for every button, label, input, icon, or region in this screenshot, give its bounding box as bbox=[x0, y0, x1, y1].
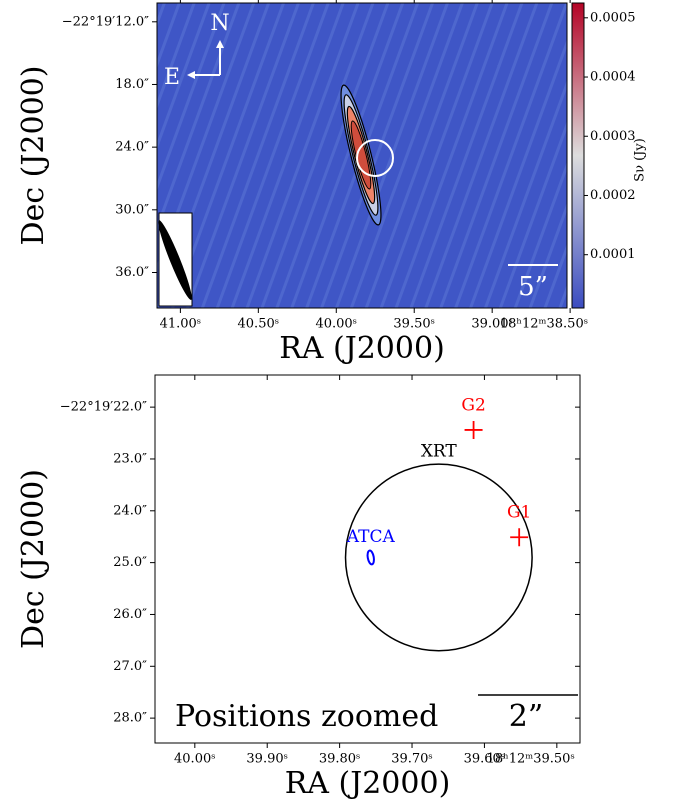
y-tick-label: 27.0″ bbox=[113, 659, 147, 674]
x-axis-label: RA (J2000) bbox=[285, 766, 451, 801]
x-tick-label: 18ʰ12ᵐ38.50ˢ bbox=[500, 317, 588, 332]
y-tick-label: 24.0″ bbox=[115, 140, 149, 155]
colorbar-tick-label: 0.0003 bbox=[590, 129, 636, 144]
galaxy-label: G1 bbox=[507, 503, 531, 523]
colorbar-tick-label: 0.0004 bbox=[590, 70, 636, 85]
y-tick-label: 30.0″ bbox=[115, 202, 149, 217]
y-axis-label: Dec (J2000) bbox=[16, 66, 51, 246]
radio-image bbox=[157, 3, 567, 308]
x-axis-label: RA (J2000) bbox=[279, 331, 445, 366]
panel-title: Positions zoomed bbox=[175, 699, 438, 734]
colorbar-tick-label: 0.0005 bbox=[590, 10, 636, 25]
galaxy-marker bbox=[464, 420, 483, 439]
y-tick-label: −22°19′22.0″ bbox=[60, 400, 147, 415]
colorbar bbox=[571, 2, 585, 309]
colorbar-tick-label: 0.0001 bbox=[590, 247, 636, 262]
y-tick-label: 24.0″ bbox=[113, 503, 147, 518]
y-tick-label: 36.0″ bbox=[115, 265, 149, 280]
x-tick-label: 39.50ˢ bbox=[393, 317, 435, 332]
xrt-label: XRT bbox=[421, 442, 458, 462]
x-tick-label: 40.00ˢ bbox=[315, 317, 357, 332]
x-tick-label: 40.50ˢ bbox=[238, 317, 280, 332]
x-tick-label: 39.70ˢ bbox=[391, 752, 433, 767]
atca-label: ATCA bbox=[346, 527, 396, 547]
colorbar-label: Sν (Jy) bbox=[633, 138, 648, 182]
galaxy-label: G2 bbox=[461, 395, 485, 415]
north-label: N bbox=[210, 11, 229, 36]
scalebar-label: 5” bbox=[518, 272, 548, 302]
y-tick-label: 23.0″ bbox=[113, 451, 147, 466]
y-tick-label: −22°19′12.0″ bbox=[62, 14, 149, 29]
east-label: E bbox=[164, 65, 180, 90]
x-tick-label: 40.00ˢ bbox=[174, 752, 216, 767]
frame bbox=[156, 2, 568, 309]
atca-ellipse bbox=[366, 549, 375, 566]
colorbar-tick-label: 0.0002 bbox=[590, 188, 636, 203]
scalebar-label: 2” bbox=[509, 699, 543, 734]
frame bbox=[154, 374, 581, 744]
x-tick-label: 39.60ˢ bbox=[464, 752, 506, 767]
galaxy-marker bbox=[510, 528, 529, 547]
xrt-circle bbox=[344, 463, 533, 652]
y-tick-label: 28.0″ bbox=[113, 711, 147, 726]
x-tick-label: 39.80ˢ bbox=[319, 752, 361, 767]
x-tick-label: 18ʰ12ᵐ39.50ˢ bbox=[487, 752, 575, 767]
x-tick-label: 41.00ˢ bbox=[160, 317, 202, 332]
y-tick-label: 25.0″ bbox=[113, 555, 147, 570]
x-tick-label: 39.90ˢ bbox=[246, 752, 288, 767]
y-axis-label: Dec (J2000) bbox=[16, 469, 51, 649]
y-tick-label: 18.0″ bbox=[115, 77, 149, 92]
x-tick-label: 39.00ˢ bbox=[471, 317, 513, 332]
y-tick-label: 26.0″ bbox=[113, 607, 147, 622]
